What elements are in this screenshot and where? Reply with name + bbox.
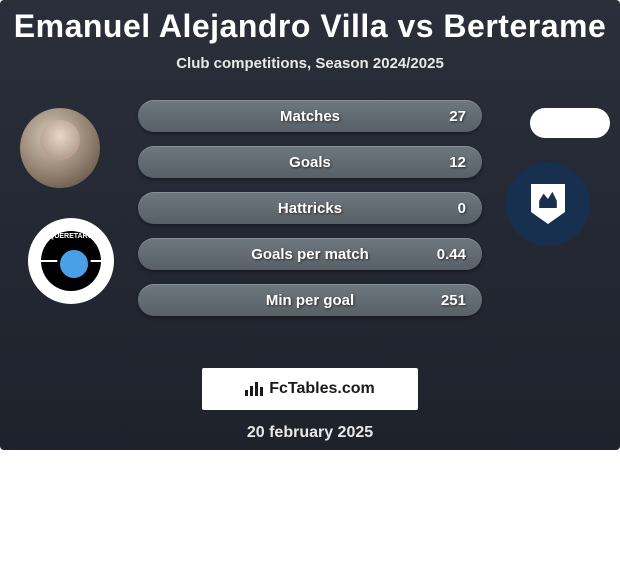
stat-bar-goals: Goals 12 xyxy=(138,146,482,178)
subtitle: Club competitions, Season 2024/2025 xyxy=(0,55,620,72)
stat-bar-hattricks: Hattricks 0 xyxy=(138,192,482,224)
brand-text: FcTables.com xyxy=(269,380,375,398)
page-title: Emanuel Alejandro Villa vs Berterame xyxy=(0,0,620,45)
club-left-badge: QUERETARO xyxy=(28,218,114,304)
stat-value: 251 xyxy=(441,292,466,309)
monterrey-crest-icon xyxy=(531,184,565,224)
queretaro-crest-icon: QUERETARO xyxy=(41,231,101,291)
stat-bars: Matches 27 Goals 12 Hattricks 0 Goals pe… xyxy=(138,100,482,330)
player-left-avatar xyxy=(20,108,100,188)
stat-value: 0 xyxy=(458,200,466,217)
club-right-badge xyxy=(506,162,590,246)
bar-chart-icon xyxy=(245,382,263,396)
stat-bar-goals-per-match: Goals per match 0.44 xyxy=(138,238,482,270)
stat-label: Goals per match xyxy=(251,246,369,263)
comparison-card: Emanuel Alejandro Villa vs Berterame Clu… xyxy=(0,0,620,450)
stat-value: 12 xyxy=(449,154,466,171)
content-area: QUERETARO Matches 27 Goals 12 Hattricks … xyxy=(0,100,620,360)
brand-box[interactable]: FcTables.com xyxy=(202,368,418,410)
stat-label: Min per goal xyxy=(266,292,354,309)
stat-bar-min-per-goal: Min per goal 251 xyxy=(138,284,482,316)
club-left-label: QUERETARO xyxy=(41,233,101,240)
stat-label: Goals xyxy=(289,154,331,171)
stat-bar-matches: Matches 27 xyxy=(138,100,482,132)
stat-value: 0.44 xyxy=(437,246,466,263)
footer-date: 20 february 2025 xyxy=(0,424,620,442)
player-right-avatar xyxy=(530,108,610,138)
stat-label: Hattricks xyxy=(278,200,342,217)
stat-label: Matches xyxy=(280,108,340,125)
stat-value: 27 xyxy=(449,108,466,125)
